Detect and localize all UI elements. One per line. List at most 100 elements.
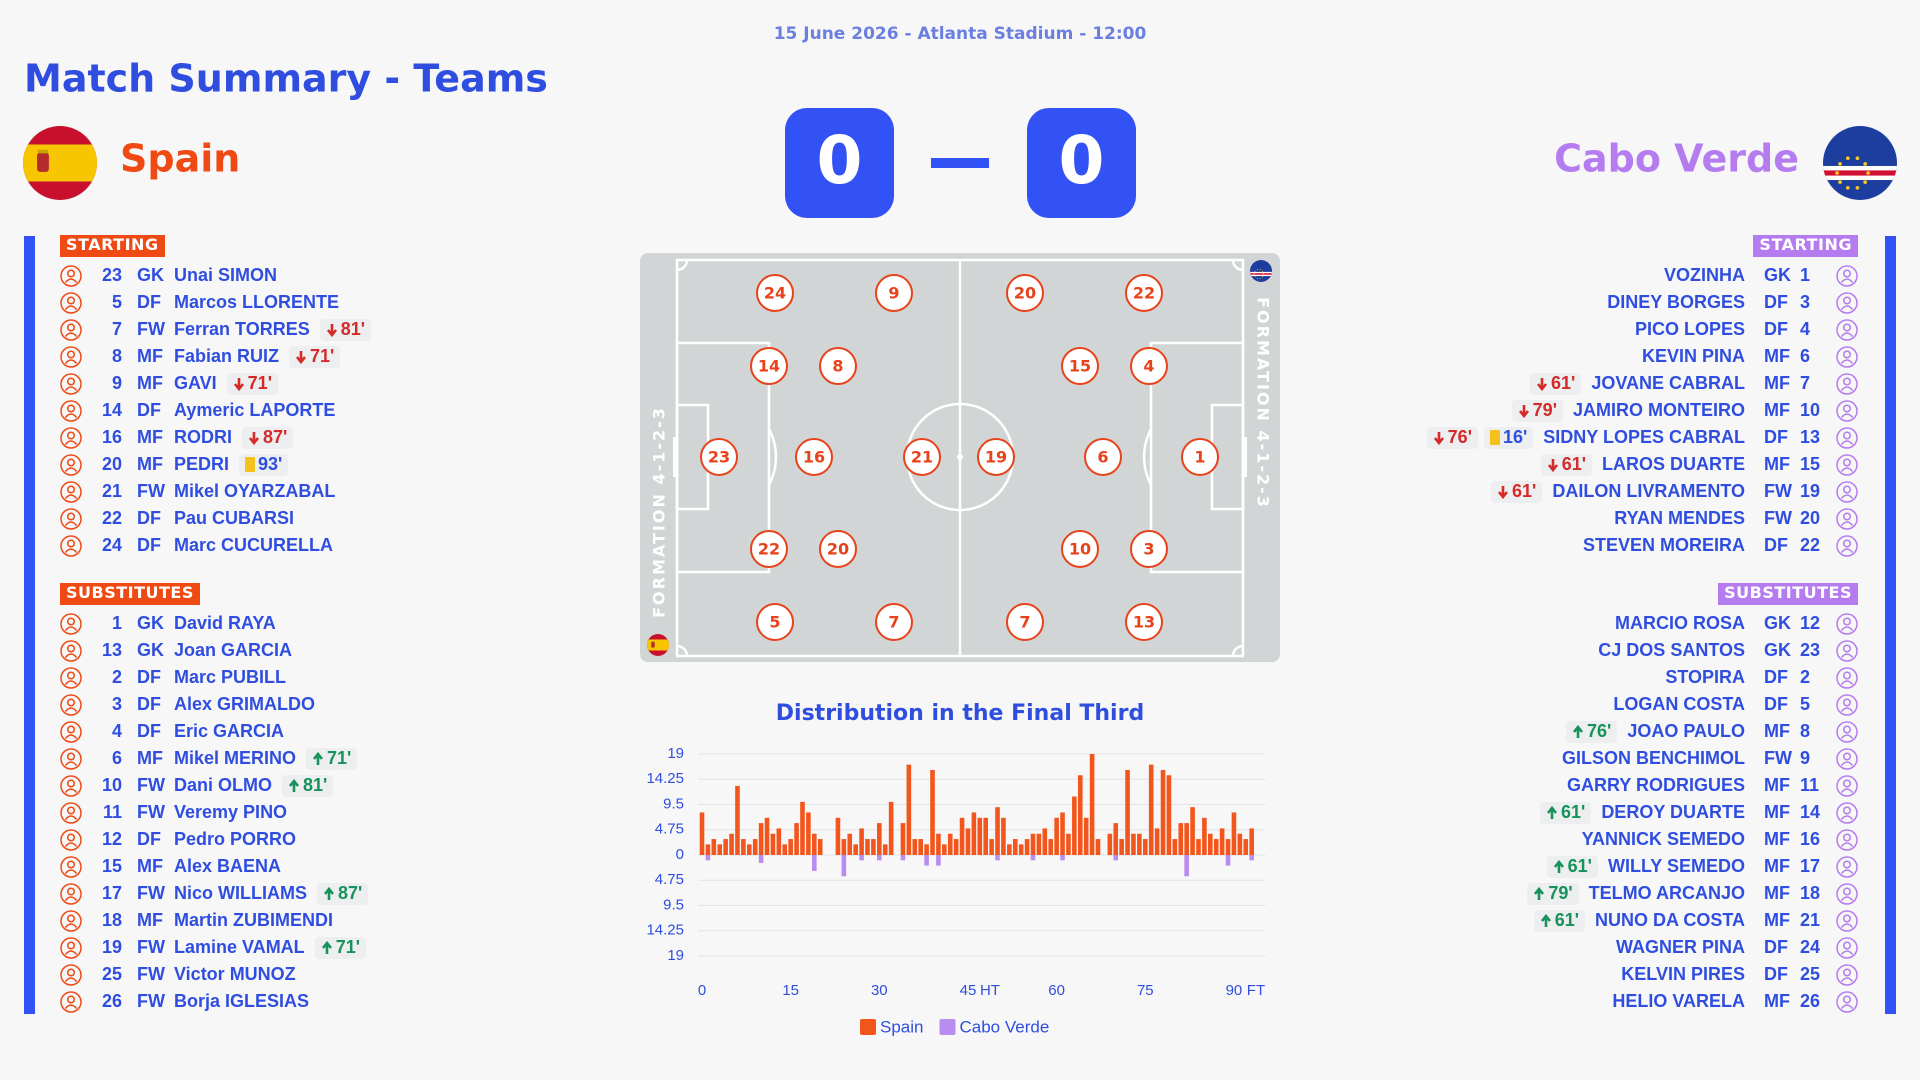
player-position: DF xyxy=(1764,694,1788,714)
bar xyxy=(812,833,817,855)
icon-body xyxy=(1840,466,1854,472)
icon-head xyxy=(1842,295,1852,305)
player-icon xyxy=(60,666,82,689)
events: 76' 16' xyxy=(1426,426,1534,449)
player-position: DF xyxy=(137,400,161,420)
icon-body xyxy=(64,547,78,553)
icon-head xyxy=(66,805,76,815)
chart-title: Distribution in the Final Third xyxy=(776,701,1144,726)
bar xyxy=(758,823,764,855)
bar xyxy=(741,839,746,855)
section-badge: SUBSTITUTES xyxy=(1718,583,1858,605)
icon-ring xyxy=(1836,318,1858,341)
bar xyxy=(924,855,929,866)
pitch-player: 7 xyxy=(875,603,913,641)
icon-head xyxy=(1842,670,1852,680)
event-minute: 71' xyxy=(247,373,272,393)
icon-head xyxy=(1842,457,1852,467)
player-icon xyxy=(60,963,82,986)
icon-ring xyxy=(1836,855,1858,878)
player-row: 24 DF Marc CUCURELLA xyxy=(60,532,371,559)
player-name: Nico WILLIAMS xyxy=(174,883,307,903)
pitch-player-number: 5 xyxy=(769,613,780,632)
substitutes-list: SUBSTITUTES MARCIO ROSA GK 12 CJ DOS SANTOS G… xyxy=(1527,583,1858,1015)
pitch-player: 23 xyxy=(700,438,738,476)
section-badge: STARTING xyxy=(60,235,165,257)
match-info: 15 June 2026 - Atlanta Stadium - 12:00 xyxy=(774,24,1147,44)
arrow-up xyxy=(288,778,300,792)
bar xyxy=(817,839,823,855)
player-marker xyxy=(795,438,833,476)
bar xyxy=(1208,833,1213,855)
icon-head xyxy=(1842,616,1852,626)
icon-ring xyxy=(60,318,82,341)
icon-body xyxy=(1840,1003,1854,1009)
icon-body xyxy=(64,1003,78,1009)
player-icon xyxy=(60,291,82,314)
icon-ring xyxy=(60,774,82,797)
pitch-player-number: 9 xyxy=(888,284,899,303)
event-minute: 61' xyxy=(1561,454,1586,474)
bar xyxy=(1142,839,1148,855)
centre-spot xyxy=(957,454,963,460)
bar xyxy=(1166,775,1172,855)
player-name: David RAYA xyxy=(174,613,276,633)
section-badge: SUBSTITUTES xyxy=(60,583,200,605)
bar xyxy=(776,828,782,855)
icon-body xyxy=(1840,760,1854,766)
player-row: STEVEN MOREIRA DF 22 xyxy=(1427,532,1858,559)
player-row: 19 FW Lamine VAMAL 71' xyxy=(60,934,368,961)
icon-head xyxy=(1842,913,1852,923)
player-marker xyxy=(1061,347,1099,385)
player-number: 20 xyxy=(101,454,122,474)
arrow-up xyxy=(1546,805,1558,819)
y-tick-label: 9.5 xyxy=(663,896,684,913)
x-tick-label: 30 xyxy=(871,982,888,999)
icon-head xyxy=(1842,322,1852,332)
x-marker-label: FT xyxy=(1247,982,1265,999)
event-minute: 61' xyxy=(1554,910,1579,930)
icon-ring xyxy=(60,963,82,986)
player-position: MF xyxy=(1764,454,1790,474)
player-position: DF xyxy=(137,721,161,741)
events: 87' xyxy=(242,426,294,449)
away-formation: FORMATION 4-1-2-3 xyxy=(1254,297,1273,509)
events: 87' xyxy=(317,882,369,905)
player-name: WAGNER PINA xyxy=(1615,937,1745,957)
icon-head xyxy=(1842,940,1852,950)
player-name: Borja IGLESIAS xyxy=(174,991,310,1011)
sub-off-event: 76' xyxy=(1426,426,1478,449)
icon-head xyxy=(66,511,76,521)
player-number: 12 xyxy=(1800,613,1821,633)
side-bar xyxy=(1885,236,1896,1014)
sub-on-event: 87' xyxy=(317,882,369,905)
player-row: 2 DF Marc PUBILL xyxy=(60,664,368,691)
events: 93' xyxy=(239,453,289,476)
player-position: MF xyxy=(1764,721,1790,741)
player-position: MF xyxy=(1764,991,1790,1011)
icon-head xyxy=(66,940,76,950)
bar xyxy=(841,839,847,855)
page-title: Match Summary - Teams xyxy=(24,57,548,101)
player-number: 3 xyxy=(1800,292,1811,312)
pitch-player-number: 23 xyxy=(708,448,730,467)
player-position: FW xyxy=(1764,748,1792,768)
icon-body xyxy=(64,841,78,847)
player-number: 15 xyxy=(101,856,122,876)
event-minute: 87' xyxy=(263,427,288,447)
player-number: 16 xyxy=(101,427,122,447)
player-icon xyxy=(1836,774,1858,797)
player-number: 2 xyxy=(111,667,122,687)
player-position: MF xyxy=(1764,910,1790,930)
y-tick-label: 4.75 xyxy=(655,821,684,838)
player-icon xyxy=(1836,801,1858,824)
icon-head xyxy=(1842,805,1852,815)
icon-ring xyxy=(60,882,82,905)
player-number: 19 xyxy=(1800,481,1821,501)
player-row: 22 DF Pau CUBARSI xyxy=(60,505,371,532)
icon-head xyxy=(66,859,76,869)
events: 81' xyxy=(319,318,372,341)
player-row: YANNICK SEMEDO MF 16 xyxy=(1527,826,1858,853)
bar xyxy=(770,833,776,855)
